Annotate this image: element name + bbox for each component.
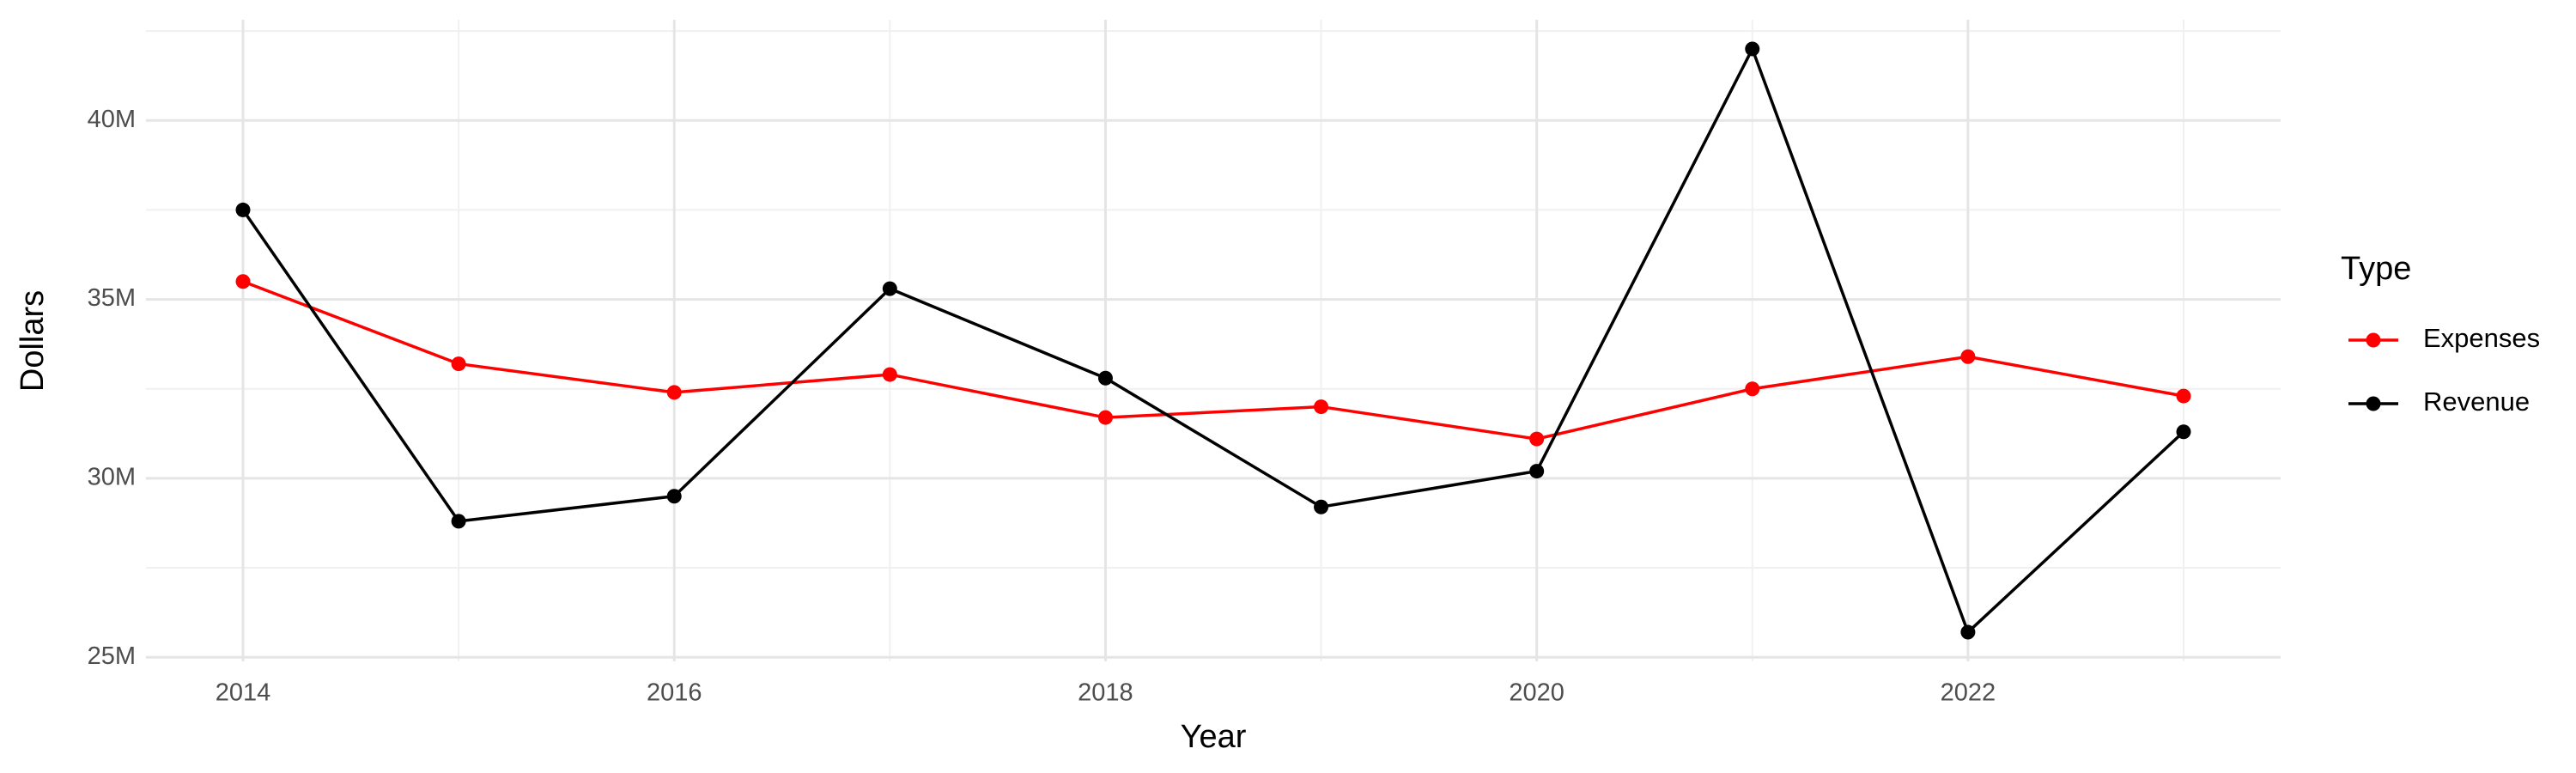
data-point (1314, 399, 1329, 415)
data-point (882, 367, 897, 382)
data-point (1529, 464, 1545, 479)
legend-key-point (2366, 332, 2381, 348)
data-point (1097, 370, 1113, 386)
y-tick-label: 40M (88, 106, 136, 133)
x-tick-label: 2016 (647, 679, 702, 707)
y-tick-label: 35M (88, 284, 136, 312)
data-point (1745, 381, 1760, 397)
data-point (666, 385, 682, 400)
legend-label: Revenue (2423, 386, 2530, 417)
data-point (2176, 424, 2191, 440)
x-tick-label: 2014 (216, 679, 271, 707)
data-point (666, 489, 682, 504)
y-tick-label: 25M (88, 642, 136, 670)
x-tick-label: 2020 (1509, 679, 1564, 707)
legend-label: Expenses (2423, 323, 2540, 353)
y-axis-title: Dollars (15, 290, 51, 392)
legend-title: Type (2341, 251, 2411, 287)
series-line (241, 45, 2185, 636)
x-tick-label: 2022 (1941, 679, 1996, 707)
data-point (1745, 41, 1760, 57)
data-point (1097, 410, 1113, 425)
data-point (451, 356, 466, 372)
series-line (242, 280, 2184, 441)
y-tick-label: 30M (88, 464, 136, 491)
data-point (451, 514, 466, 529)
data-point (1960, 624, 1976, 640)
data-point (882, 281, 897, 296)
data-point (1960, 349, 1976, 364)
data-point (1314, 499, 1329, 514)
legend-key-point (2366, 396, 2381, 411)
data-point (235, 274, 251, 289)
grid (146, 20, 2281, 661)
data-point (1529, 431, 1545, 447)
x-axis-title: Year (1181, 719, 1247, 755)
data-point (2176, 388, 2191, 404)
data-point (235, 202, 251, 217)
x-tick-label: 2018 (1078, 679, 1133, 707)
